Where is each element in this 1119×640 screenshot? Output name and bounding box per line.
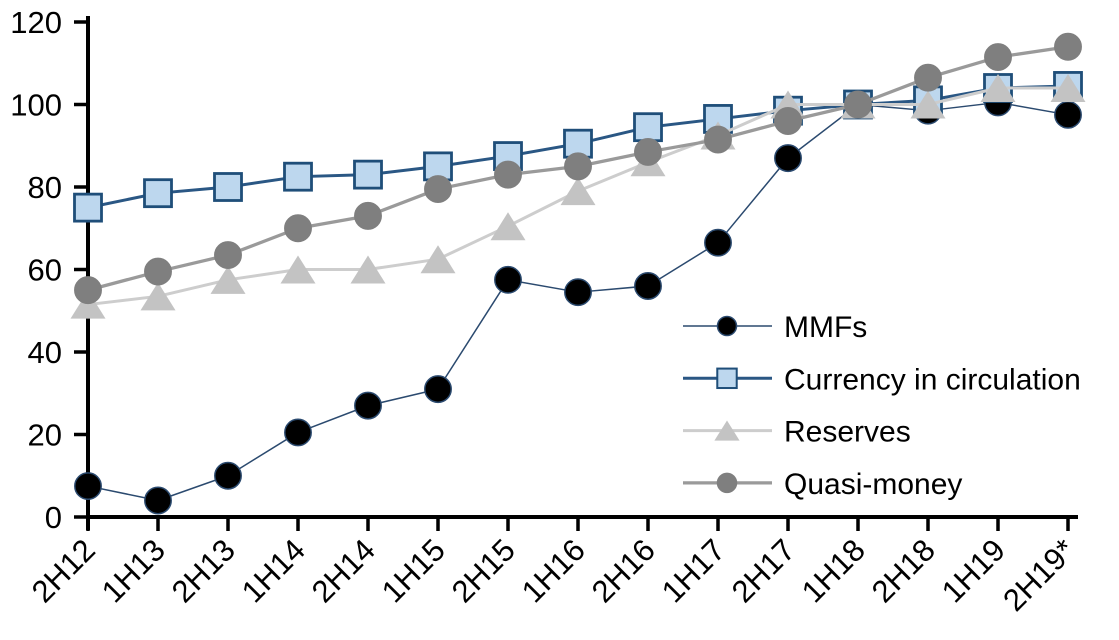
y-tick-label: 60 bbox=[28, 253, 62, 288]
data-point-reserves-2h15 bbox=[490, 212, 526, 241]
data-point-quasi-money-1h18 bbox=[844, 90, 872, 119]
legend-label-quasi-money: Quasi-money bbox=[784, 468, 962, 501]
data-point-quasi-money-1h16 bbox=[564, 152, 592, 181]
x-tick-label: 2H12 bbox=[25, 532, 102, 609]
data-point-currency-in-circulation-2h14 bbox=[353, 159, 383, 190]
data-point-quasi-money-2h18 bbox=[914, 63, 942, 92]
data-point-mmfs-2h15 bbox=[494, 265, 522, 294]
x-tick-label: 1H13 bbox=[95, 532, 172, 609]
data-point-mmfs-2h14 bbox=[354, 391, 382, 420]
data-point-reserves-1h15 bbox=[420, 245, 456, 274]
y-tick-label: 120 bbox=[10, 5, 62, 40]
legend-item-mmfs: MMFs bbox=[683, 311, 867, 344]
data-point-quasi-money-1h13 bbox=[144, 257, 172, 286]
data-point-reserves-1h13 bbox=[140, 282, 176, 311]
x-tick-label: 1H17 bbox=[655, 532, 732, 609]
data-point-mmfs-1h15 bbox=[424, 375, 452, 404]
data-point-mmfs-2h16 bbox=[634, 272, 662, 300]
legend-item-quasi-money: Quasi-money bbox=[683, 468, 962, 501]
data-point-currency-in-circulation-1h14 bbox=[283, 161, 313, 192]
data-point-reserves-1h19 bbox=[980, 74, 1016, 102]
data-point-mmfs-2h19 bbox=[1054, 100, 1082, 129]
y-tick-label: 100 bbox=[10, 88, 62, 123]
x-tick-label: 2H18 bbox=[865, 532, 942, 609]
data-point-mmfs-1h13 bbox=[144, 486, 172, 515]
series-quasi-money bbox=[74, 32, 1082, 305]
data-point-quasi-money-1h15 bbox=[424, 175, 452, 204]
legend-label-reserves: Reserves bbox=[784, 416, 911, 449]
data-point-currency-in-circulation-2h16 bbox=[633, 112, 663, 143]
data-point-mmfs-2h13 bbox=[214, 461, 242, 490]
x-tick-label: 2H17 bbox=[725, 532, 802, 609]
data-point-mmfs-1h17 bbox=[704, 228, 732, 257]
data-point-currency-in-circulation-2h12 bbox=[73, 192, 103, 223]
legend-marker-mmfs bbox=[716, 315, 738, 337]
data-point-quasi-money-2h16 bbox=[634, 137, 662, 166]
data-point-quasi-money-1h14 bbox=[284, 214, 312, 243]
data-point-quasi-money-2h19 bbox=[1054, 32, 1082, 61]
data-point-reserves-2h18 bbox=[910, 90, 946, 119]
data-point-currency-in-circulation-2h13 bbox=[213, 172, 243, 202]
x-tick-label: 1H18 bbox=[795, 532, 872, 609]
x-tick-label: 2H14 bbox=[305, 532, 382, 609]
chart-legend: MMFs Currency in circulation Reserves Quasi… bbox=[683, 311, 1081, 501]
data-point-mmfs-1h14 bbox=[284, 418, 312, 447]
legend-marker-reserves bbox=[714, 420, 740, 441]
data-point-quasi-money-2h17 bbox=[774, 107, 802, 135]
data-point-mmfs-1h16 bbox=[564, 278, 592, 307]
x-tick-label: 2H13 bbox=[165, 532, 242, 609]
legend-label-currency-in-circulation: Currency in circulation bbox=[784, 363, 1081, 396]
data-point-reserves-2h19 bbox=[1050, 74, 1086, 102]
data-point-currency-in-circulation-1h13 bbox=[143, 178, 173, 209]
data-point-mmfs-2h17 bbox=[774, 144, 802, 173]
data-point-reserves-2h14 bbox=[350, 255, 386, 284]
data-point-mmfs-2h12 bbox=[74, 472, 102, 501]
data-point-quasi-money-2h15 bbox=[494, 160, 522, 189]
y-tick-label: 80 bbox=[28, 170, 62, 205]
x-tick-label: 2H16 bbox=[585, 532, 662, 609]
legend-item-currency-in-circulation: Currency in circulation bbox=[683, 363, 1081, 396]
data-point-quasi-money-1h19 bbox=[984, 43, 1012, 72]
x-tick-label: 1H15 bbox=[375, 532, 452, 609]
data-point-reserves-1h14 bbox=[280, 255, 316, 284]
x-tick-label: 2H19* bbox=[996, 532, 1082, 618]
x-tick-label: 2H15 bbox=[445, 532, 522, 609]
y-tick-label: 40 bbox=[28, 335, 62, 370]
data-point-quasi-money-2h12 bbox=[74, 276, 102, 305]
legend-marker-quasi-money bbox=[716, 472, 738, 494]
legend-label-mmfs: MMFs bbox=[784, 311, 867, 344]
x-tick-label: 1H16 bbox=[515, 532, 592, 609]
data-point-reserves-1h16 bbox=[560, 177, 596, 206]
x-tick-label: 1H14 bbox=[235, 532, 312, 609]
data-point-quasi-money-1h17 bbox=[704, 125, 732, 154]
data-point-reserves-2h12 bbox=[70, 290, 106, 319]
data-point-quasi-money-2h14 bbox=[354, 201, 382, 230]
data-point-quasi-money-2h13 bbox=[214, 241, 242, 270]
y-tick-label: 20 bbox=[28, 418, 62, 453]
legend-marker-currency-in-circulation bbox=[716, 367, 738, 390]
legend-item-reserves: Reserves bbox=[683, 416, 911, 449]
data-point-reserves-2h13 bbox=[210, 265, 246, 294]
y-tick-label: 0 bbox=[45, 500, 62, 535]
